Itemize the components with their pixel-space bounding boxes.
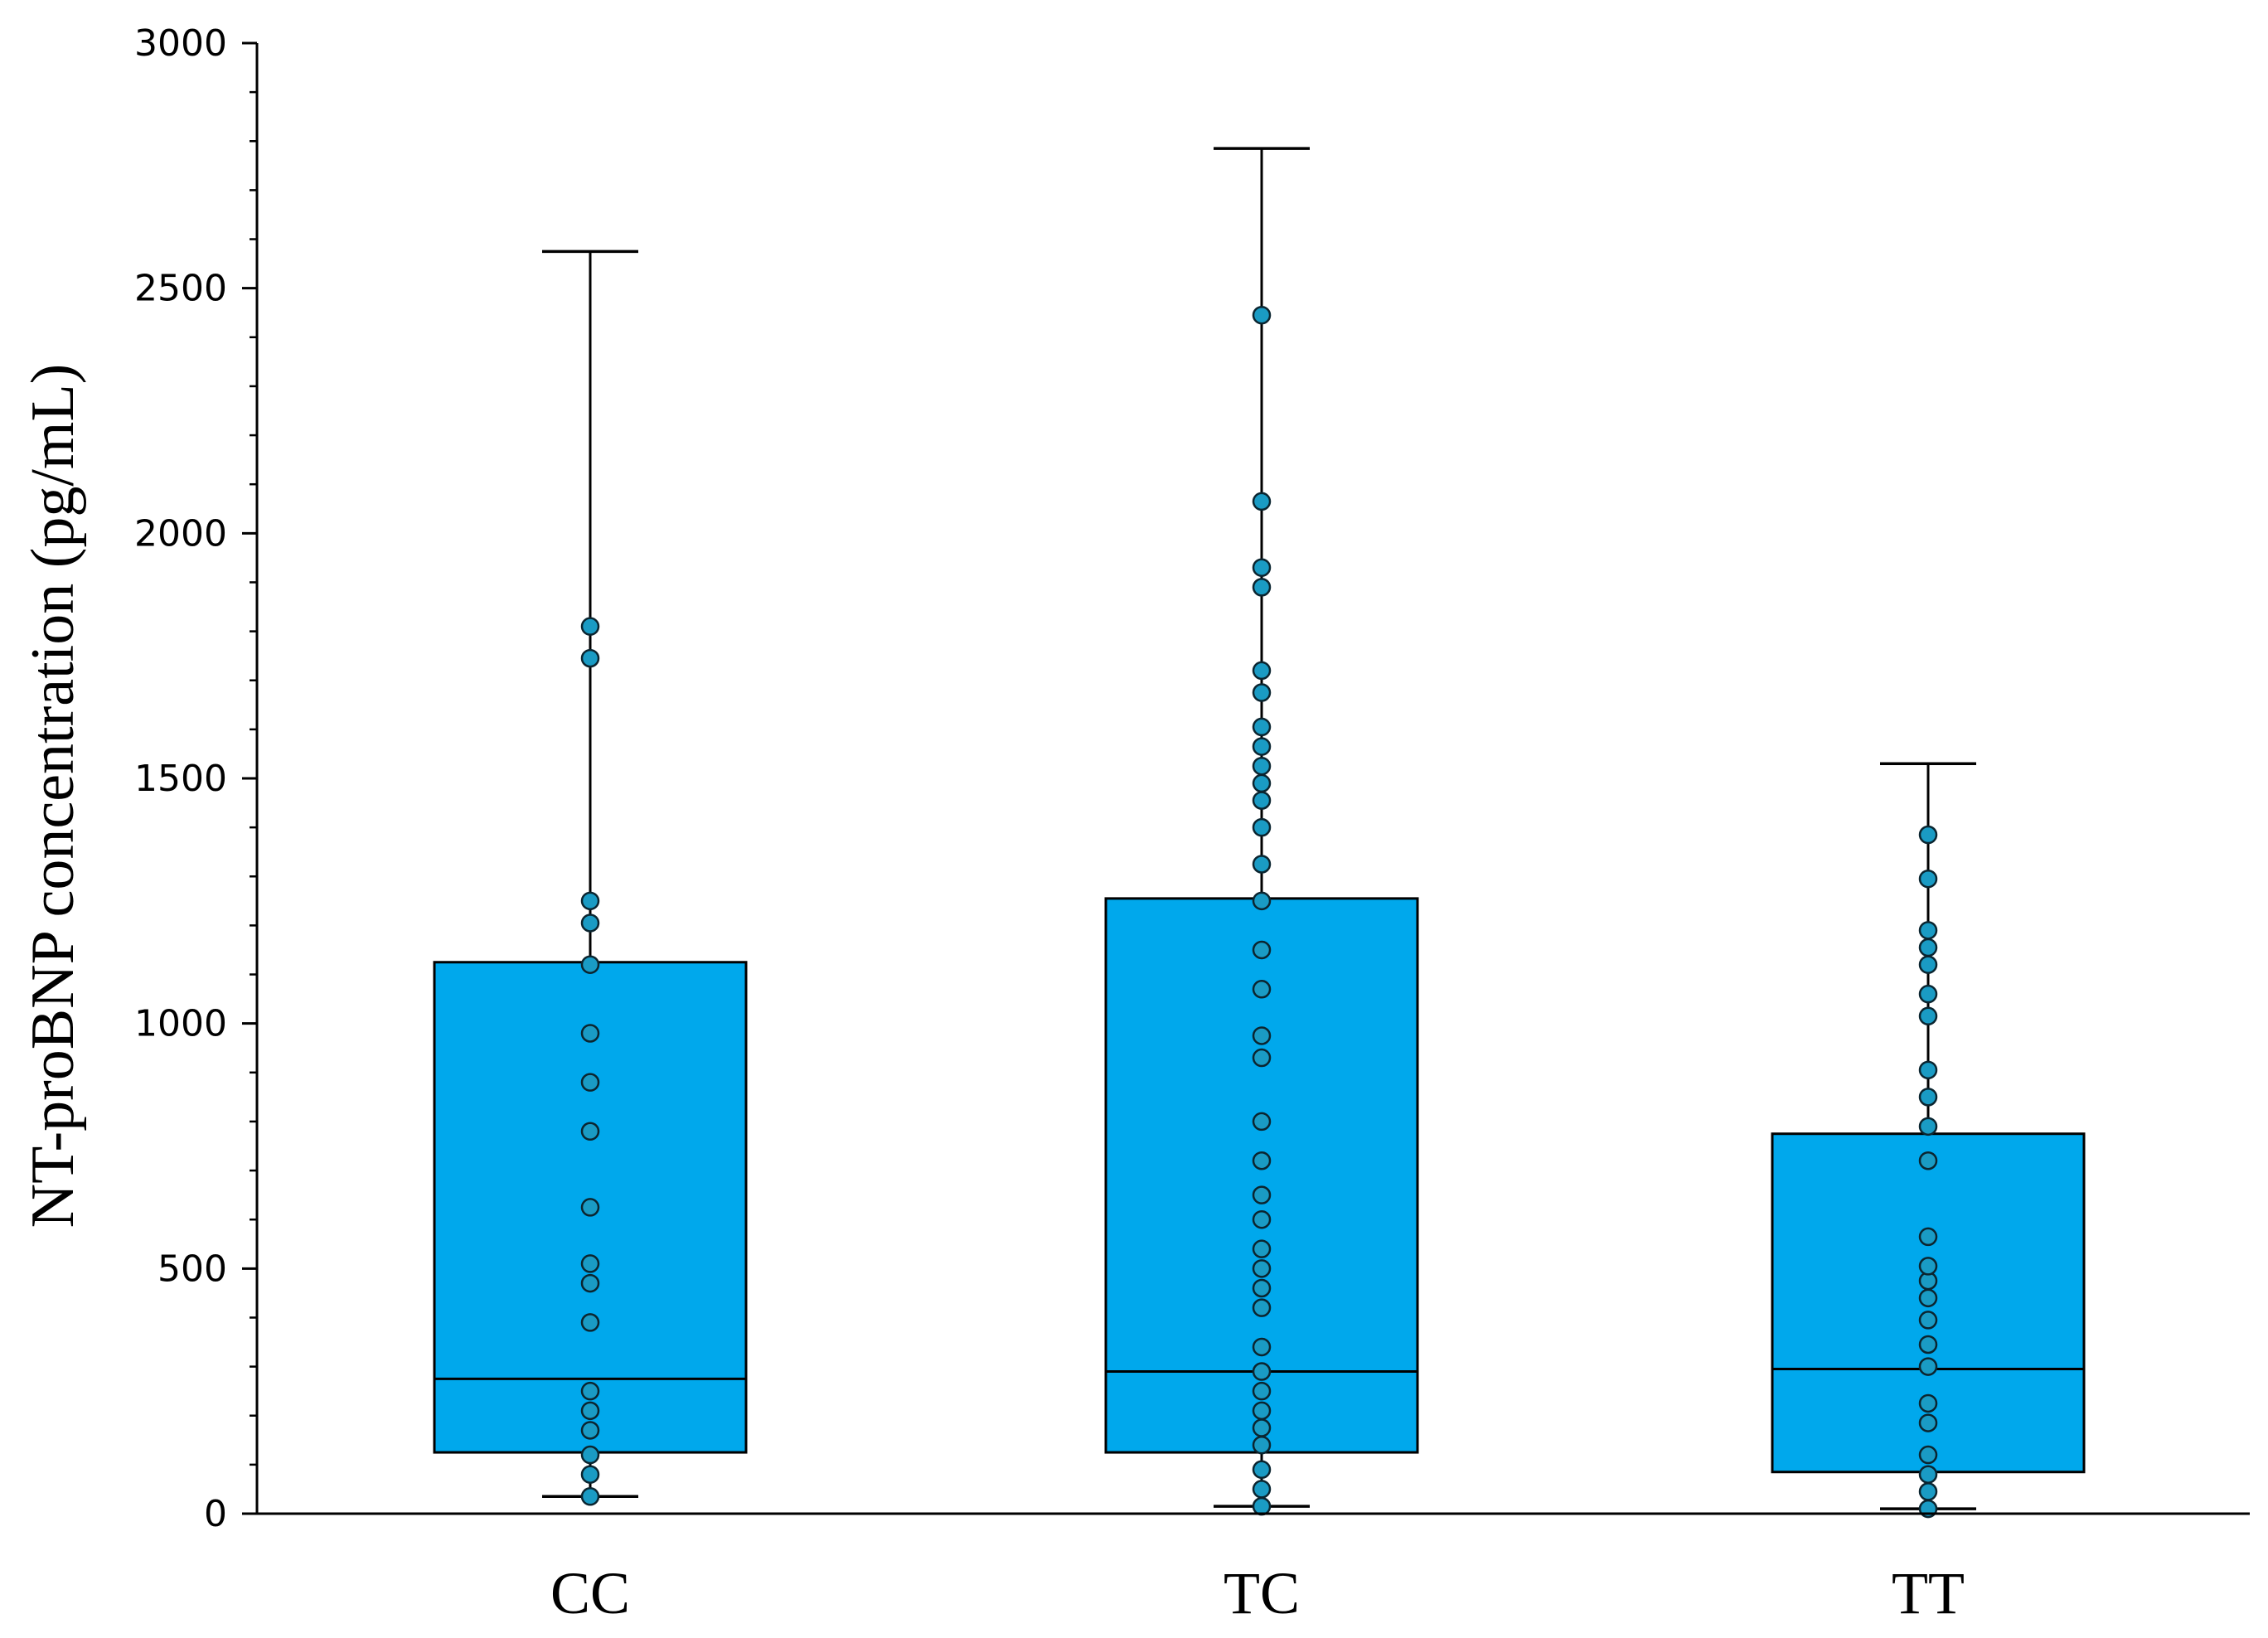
data-point-tc-3 (1252, 1435, 1272, 1455)
data-point-cc-9 (580, 1198, 600, 1217)
data-point-cc-1 (580, 1465, 600, 1484)
data-point-tc-29 (1252, 683, 1272, 702)
y-tick-label-2500: 2500 (134, 268, 227, 310)
data-point-tc-13 (1252, 1209, 1272, 1229)
data-point-tt-5 (1918, 1393, 1938, 1413)
data-point-cc-14 (580, 914, 600, 933)
data-point-tt-3 (1918, 1445, 1938, 1465)
data-point-tc-9 (1252, 1298, 1272, 1317)
data-point-cc-6 (580, 1313, 600, 1332)
data-point-cc-2 (580, 1445, 600, 1465)
data-point-cc-4 (580, 1401, 600, 1421)
data-point-tt-7 (1918, 1335, 1938, 1354)
data-point-tc-20 (1252, 940, 1272, 960)
y-tick-label-0: 0 (204, 1493, 227, 1535)
data-point-tc-22 (1252, 855, 1272, 874)
data-point-tc-18 (1252, 1026, 1272, 1045)
data-point-tc-8 (1252, 1337, 1272, 1357)
data-point-tc-31 (1252, 578, 1272, 597)
data-point-cc-12 (580, 1024, 600, 1043)
y-tick-label-1000: 1000 (134, 1003, 227, 1045)
data-point-tt-9 (1918, 1288, 1938, 1308)
data-point-tt-14 (1918, 1117, 1938, 1136)
data-point-cc-15 (580, 891, 600, 911)
data-point-tt-6 (1918, 1357, 1938, 1376)
x-tick-label-tt: TT (1892, 1560, 1965, 1626)
data-point-tt-20 (1918, 938, 1938, 957)
points-layer (580, 305, 1938, 1519)
data-point-tc-17 (1252, 1048, 1272, 1068)
data-point-tt-2 (1918, 1465, 1938, 1484)
data-point-tt-4 (1918, 1413, 1938, 1432)
data-point-tt-1 (1918, 1482, 1938, 1501)
data-point-tc-32 (1252, 558, 1272, 577)
data-point-cc-0 (580, 1487, 600, 1506)
data-point-tc-30 (1252, 661, 1272, 681)
data-point-tc-1 (1252, 1480, 1272, 1499)
data-point-tc-27 (1252, 737, 1272, 756)
data-point-tc-15 (1252, 1151, 1272, 1170)
data-point-tt-13 (1918, 1151, 1938, 1170)
data-point-cc-7 (580, 1273, 600, 1293)
data-point-tc-16 (1252, 1112, 1272, 1132)
y-tick-label-1500: 1500 (134, 758, 227, 800)
data-point-cc-8 (580, 1254, 600, 1273)
data-point-tt-23 (1918, 825, 1938, 845)
data-point-tc-11 (1252, 1259, 1272, 1278)
data-point-tc-2 (1252, 1460, 1272, 1480)
data-point-tc-33 (1252, 492, 1272, 511)
y-axis-title: NT-proBNP concentration (pg/mL) (19, 364, 87, 1228)
data-point-cc-17 (580, 617, 600, 636)
data-point-tc-5 (1252, 1401, 1272, 1421)
data-point-tc-25 (1252, 773, 1272, 793)
data-point-tt-17 (1918, 1006, 1938, 1026)
data-point-tc-0 (1252, 1496, 1272, 1516)
x-tick-label-tc: TC (1224, 1560, 1300, 1626)
data-point-cc-16 (580, 648, 600, 668)
data-point-tt-21 (1918, 921, 1938, 940)
data-point-cc-10 (580, 1122, 600, 1141)
data-point-tt-8 (1918, 1311, 1938, 1330)
data-point-tc-34 (1252, 305, 1272, 325)
data-point-tc-28 (1252, 717, 1272, 737)
data-point-tt-19 (1918, 955, 1938, 974)
data-point-tc-6 (1252, 1381, 1272, 1401)
data-point-tc-21 (1252, 891, 1272, 911)
y-tick-label-500: 500 (158, 1248, 227, 1290)
data-point-tc-10 (1252, 1278, 1272, 1298)
y-tick-label-3000: 3000 (134, 22, 227, 65)
data-point-cc-11 (580, 1073, 600, 1092)
data-point-tt-18 (1918, 984, 1938, 1004)
data-point-tt-11 (1918, 1257, 1938, 1276)
data-point-tt-16 (1918, 1060, 1938, 1080)
y-tick-label-2000: 2000 (134, 512, 227, 555)
data-point-tc-19 (1252, 980, 1272, 999)
data-point-tt-12 (1918, 1227, 1938, 1247)
data-point-cc-5 (580, 1381, 600, 1401)
data-point-tc-12 (1252, 1239, 1272, 1258)
data-point-tt-15 (1918, 1088, 1938, 1107)
data-point-cc-3 (580, 1421, 600, 1440)
data-point-tc-7 (1252, 1362, 1272, 1381)
data-point-tc-24 (1252, 791, 1272, 810)
data-point-tc-14 (1252, 1185, 1272, 1204)
axes-layer: CC TC TT 0 500 1000 1500 2000 2500 3000 (134, 22, 2250, 1626)
data-point-tt-22 (1918, 869, 1938, 889)
data-point-tc-23 (1252, 817, 1272, 837)
x-tick-label-cc: CC (550, 1560, 630, 1626)
data-point-tc-4 (1252, 1418, 1272, 1437)
data-point-tc-26 (1252, 756, 1272, 776)
data-point-cc-13 (580, 955, 600, 974)
